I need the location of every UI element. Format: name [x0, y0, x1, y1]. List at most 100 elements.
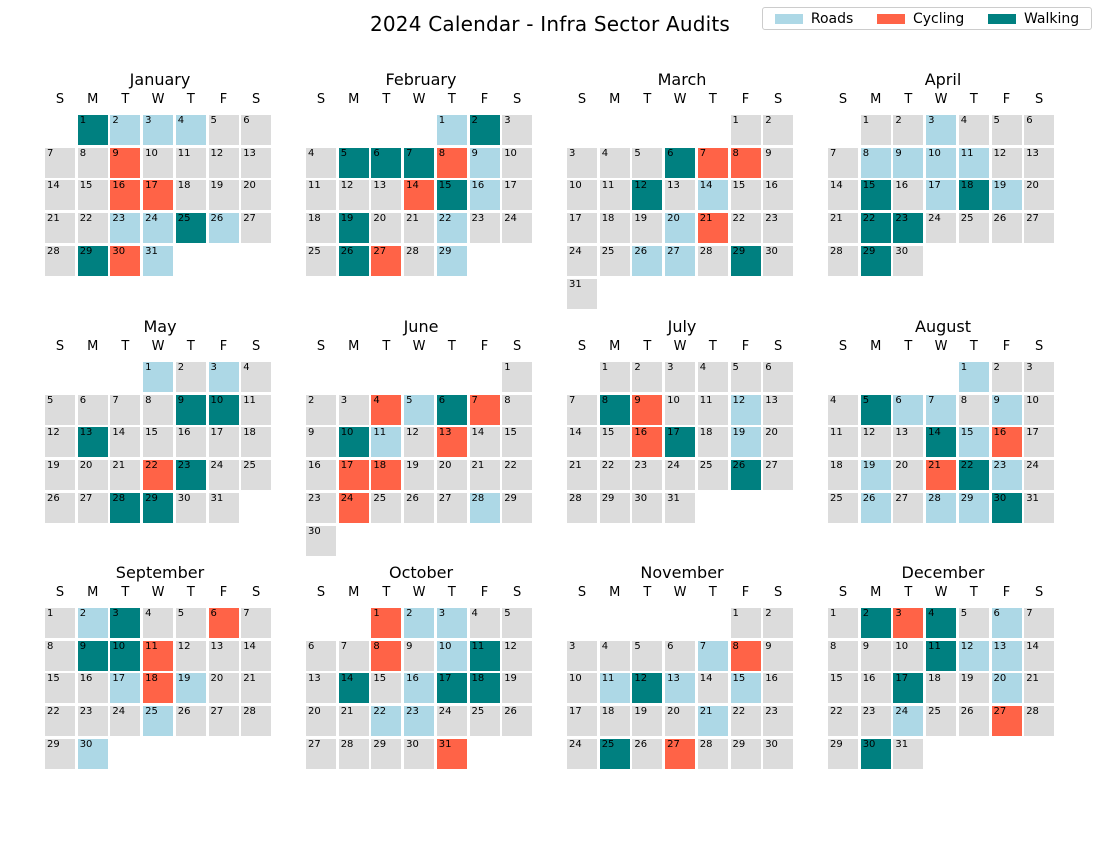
day-number: 25	[699, 460, 713, 472]
day-cell: 27	[436, 492, 467, 523]
day-cell: 18	[828, 460, 858, 491]
day-number: 17	[210, 427, 224, 439]
day-cell: 12	[958, 640, 989, 671]
day-cell: 31	[665, 492, 696, 523]
day-cell: 11	[469, 640, 500, 671]
day-number: 11	[601, 673, 615, 685]
day-number: 23	[471, 213, 485, 225]
day-cell: 22	[599, 460, 630, 491]
day-cell: 4	[469, 608, 500, 638]
day-cell: 16	[632, 427, 663, 458]
day-cell: 1	[436, 115, 467, 145]
day-cell: 31	[893, 738, 924, 769]
day-number: 2	[112, 115, 119, 126]
day-cell: 4	[306, 147, 336, 178]
day-cell: 12	[175, 640, 206, 671]
day-number: 15	[373, 673, 387, 685]
day-number: 31	[667, 492, 680, 504]
day-number: 13	[667, 180, 680, 192]
day-number: 27	[438, 492, 452, 504]
day-cell: 24	[926, 213, 957, 244]
day-number: 1	[145, 362, 152, 373]
weekday-label: W	[673, 339, 687, 354]
day-cell: 26	[632, 245, 663, 276]
day-number: 10	[438, 640, 452, 652]
day-number: 28	[830, 245, 843, 257]
day-number: 18	[960, 180, 974, 192]
day-number: 4	[928, 608, 935, 619]
day-number: 8	[830, 640, 837, 652]
day-cell: 7	[404, 147, 435, 178]
month-august: August S M T W T F S 1 2 3 4 5 6 7 8 9 10 11 12 13 14 15 16 17 18…	[828, 317, 1058, 523]
day-number: 3	[145, 115, 152, 126]
day-cell: 28	[404, 245, 435, 276]
day-number: 10	[145, 147, 158, 159]
day-cell: 20	[208, 673, 239, 704]
day-number: 18	[601, 706, 615, 718]
day-cell: 12	[502, 640, 533, 671]
day-number: 15	[830, 673, 843, 685]
day-cell: 30	[306, 525, 336, 556]
day-cell: 24	[110, 706, 141, 737]
day-number: 18	[928, 673, 941, 685]
day-cell: 28	[241, 706, 272, 737]
weekday-label: F	[219, 585, 228, 600]
day-number: 27	[667, 245, 680, 257]
day-number: 29	[862, 245, 876, 257]
day-cell: 8	[730, 147, 761, 178]
day-number: 29	[732, 738, 746, 750]
day-number: 21	[471, 460, 485, 472]
day-number: 23	[765, 213, 778, 225]
day-number: 8	[145, 394, 152, 406]
day-cell: 11	[371, 427, 402, 458]
day-cell: 6	[665, 640, 696, 671]
day-cell: 18	[175, 180, 206, 211]
day-number: 16	[765, 673, 778, 685]
day-cell: 23	[991, 460, 1022, 491]
day-cell: 24	[893, 706, 924, 737]
legend-label-roads: Roads	[810, 10, 854, 27]
day-number: 3	[504, 115, 511, 126]
day-cell: 28	[828, 245, 858, 276]
day-number: 29	[47, 738, 60, 750]
day-number: 9	[993, 394, 1000, 406]
day-number: 2	[79, 608, 87, 619]
weekday-label: M	[870, 339, 882, 354]
month-title: November	[640, 563, 724, 582]
day-cell: 15	[730, 180, 761, 211]
weekday-label: S	[1035, 585, 1044, 600]
day-cell: 24	[436, 706, 467, 737]
day-cell: 28	[1024, 706, 1055, 737]
day-cell: 8	[371, 640, 402, 671]
day-number: 29	[145, 492, 158, 504]
weekday-label: T	[643, 339, 652, 354]
weekday-label: T	[447, 585, 456, 600]
day-number: 25	[308, 245, 321, 257]
day-cell: 15	[45, 673, 75, 704]
day-number: 18	[601, 213, 615, 225]
day-cell: 15	[436, 180, 467, 211]
day-cell: 21	[926, 460, 957, 491]
day-cell: 14	[567, 427, 597, 458]
day-cell: 20	[436, 460, 467, 491]
day-cell: 23	[893, 213, 924, 244]
day-cell: 16	[306, 460, 336, 491]
day-cell: 13	[241, 147, 272, 178]
day-number: 10	[928, 147, 941, 159]
day-number: 9	[308, 427, 315, 439]
day-cell: 9	[404, 640, 435, 671]
day-cell: 27	[763, 460, 794, 491]
day-number: 15	[47, 673, 60, 685]
day-cell: 18	[958, 180, 989, 211]
day-cell: 9	[763, 147, 794, 178]
weekday-label: S	[252, 92, 261, 107]
day-cell: 11	[697, 394, 728, 425]
day-number: 3	[895, 608, 902, 619]
day-number: 28	[340, 738, 354, 750]
day-number: 5	[993, 115, 1000, 126]
day-number: 7	[340, 640, 348, 652]
month-title: October	[388, 563, 454, 582]
day-cell: 12	[208, 147, 239, 178]
weekday-label: T	[969, 92, 978, 107]
weekday-label: S	[838, 585, 848, 600]
